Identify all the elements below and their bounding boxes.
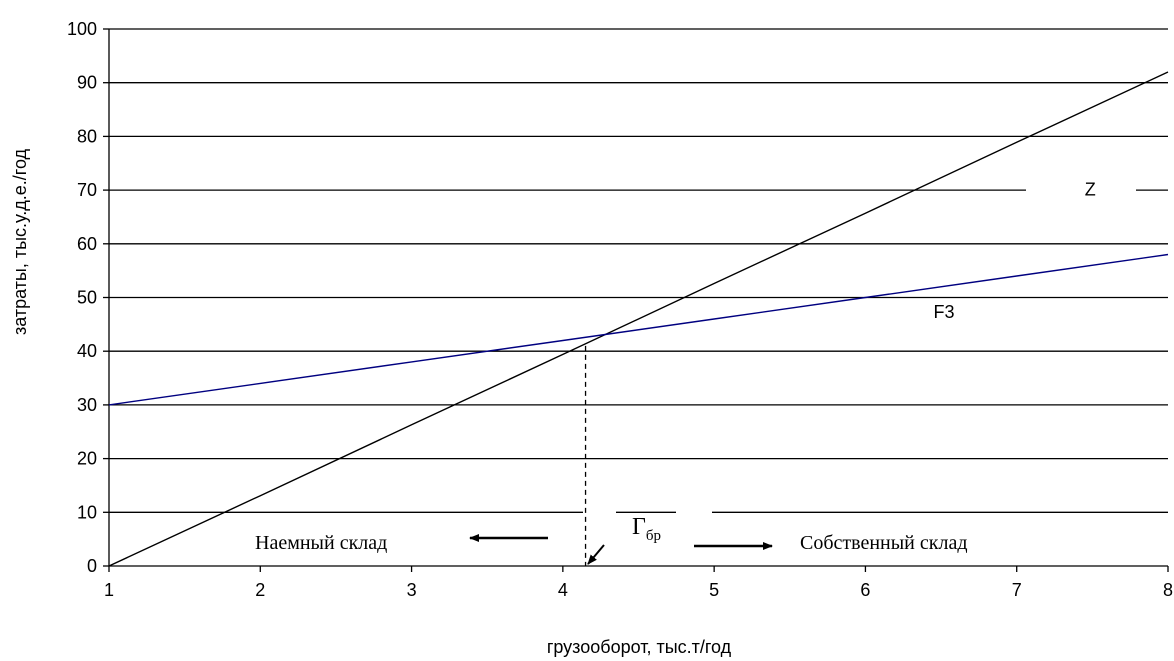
x-tick-label: 5 <box>709 580 719 600</box>
left-annotation-text: Наемный склад <box>255 532 387 554</box>
series-line-f3 <box>108 253 1169 406</box>
y-tick-label: 80 <box>77 126 97 146</box>
x-tick-label: 7 <box>1012 580 1022 600</box>
y-tick-label: 10 <box>77 502 97 522</box>
y-tick-label: 50 <box>77 288 97 308</box>
y-tick-label: 40 <box>77 341 97 361</box>
y-axis-title: затраты, тыс.у.д.е./год <box>10 148 30 335</box>
x-tick-labels: 1 2 3 4 5 6 7 8 <box>104 580 1173 600</box>
x-tick-label: 1 <box>104 580 114 600</box>
y-tick-label: 70 <box>77 180 97 200</box>
grid-lines <box>109 28 1168 513</box>
breakeven-label-sub: бр <box>646 528 661 544</box>
y-tick-label: 90 <box>77 73 97 93</box>
breakeven-label-main: Г <box>632 514 646 540</box>
x-tick-label: 6 <box>860 580 870 600</box>
series-label-f3: F3 <box>934 302 955 322</box>
x-tick-label: 2 <box>255 580 265 600</box>
series-lines <box>108 71 1169 567</box>
series-label-z: Z <box>1085 179 1096 199</box>
annotations: Z F3 Гбр Наемный склад Собственный склад <box>255 179 1096 566</box>
y-tick-labels: 0 10 20 30 40 50 60 70 80 90 100 <box>67 19 97 576</box>
breakeven-label: Гбр <box>632 514 661 544</box>
breakeven-arrow-icon <box>587 544 605 565</box>
y-tick-label: 60 <box>77 234 97 254</box>
series-line-z <box>108 71 1169 567</box>
y-tick-label: 0 <box>87 556 97 576</box>
x-tick-label: 4 <box>558 580 568 600</box>
x-tick-label: 3 <box>407 580 417 600</box>
right-annotation-text: Собственный склад <box>800 532 968 554</box>
y-tick-label: 20 <box>77 449 97 469</box>
axes <box>103 28 1169 572</box>
y-tick-label: 100 <box>67 19 97 39</box>
x-axis-title: грузооборот, тыс.т/год <box>547 637 732 657</box>
y-tick-label: 30 <box>77 395 97 415</box>
x-tick-label: 8 <box>1163 580 1173 600</box>
